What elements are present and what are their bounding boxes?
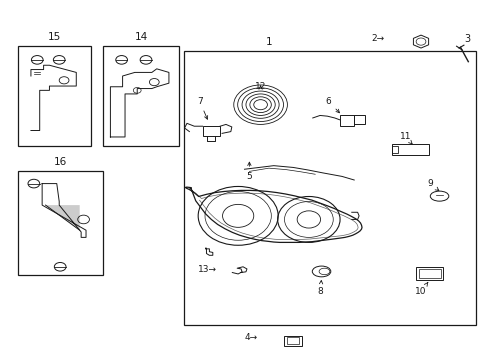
Bar xyxy=(353,116,364,124)
Bar xyxy=(283,336,302,346)
Bar xyxy=(103,45,178,146)
Bar xyxy=(18,171,103,275)
Text: 11: 11 xyxy=(399,132,412,144)
Bar xyxy=(286,337,299,344)
Bar xyxy=(391,144,428,154)
Text: 16: 16 xyxy=(54,157,67,167)
Bar xyxy=(339,116,353,126)
Text: 12: 12 xyxy=(254,82,266,91)
Text: 4→: 4→ xyxy=(244,333,257,342)
Bar xyxy=(418,269,440,278)
Bar xyxy=(415,267,443,280)
Text: 14: 14 xyxy=(134,32,147,42)
Text: 6: 6 xyxy=(325,96,339,113)
Bar xyxy=(18,45,91,146)
Text: 1: 1 xyxy=(265,37,272,47)
Text: 13→: 13→ xyxy=(197,265,216,274)
Polygon shape xyxy=(45,205,80,230)
Text: 10: 10 xyxy=(414,282,427,296)
Bar xyxy=(391,146,397,153)
Text: 3: 3 xyxy=(464,34,470,44)
Text: 2→: 2→ xyxy=(371,34,384,43)
Text: 8: 8 xyxy=(317,280,323,296)
Bar xyxy=(202,126,220,136)
Text: 15: 15 xyxy=(48,32,61,42)
Text: 9: 9 xyxy=(426,179,438,190)
Bar xyxy=(183,51,475,325)
Text: 5: 5 xyxy=(246,162,252,181)
Text: 7: 7 xyxy=(196,96,207,119)
